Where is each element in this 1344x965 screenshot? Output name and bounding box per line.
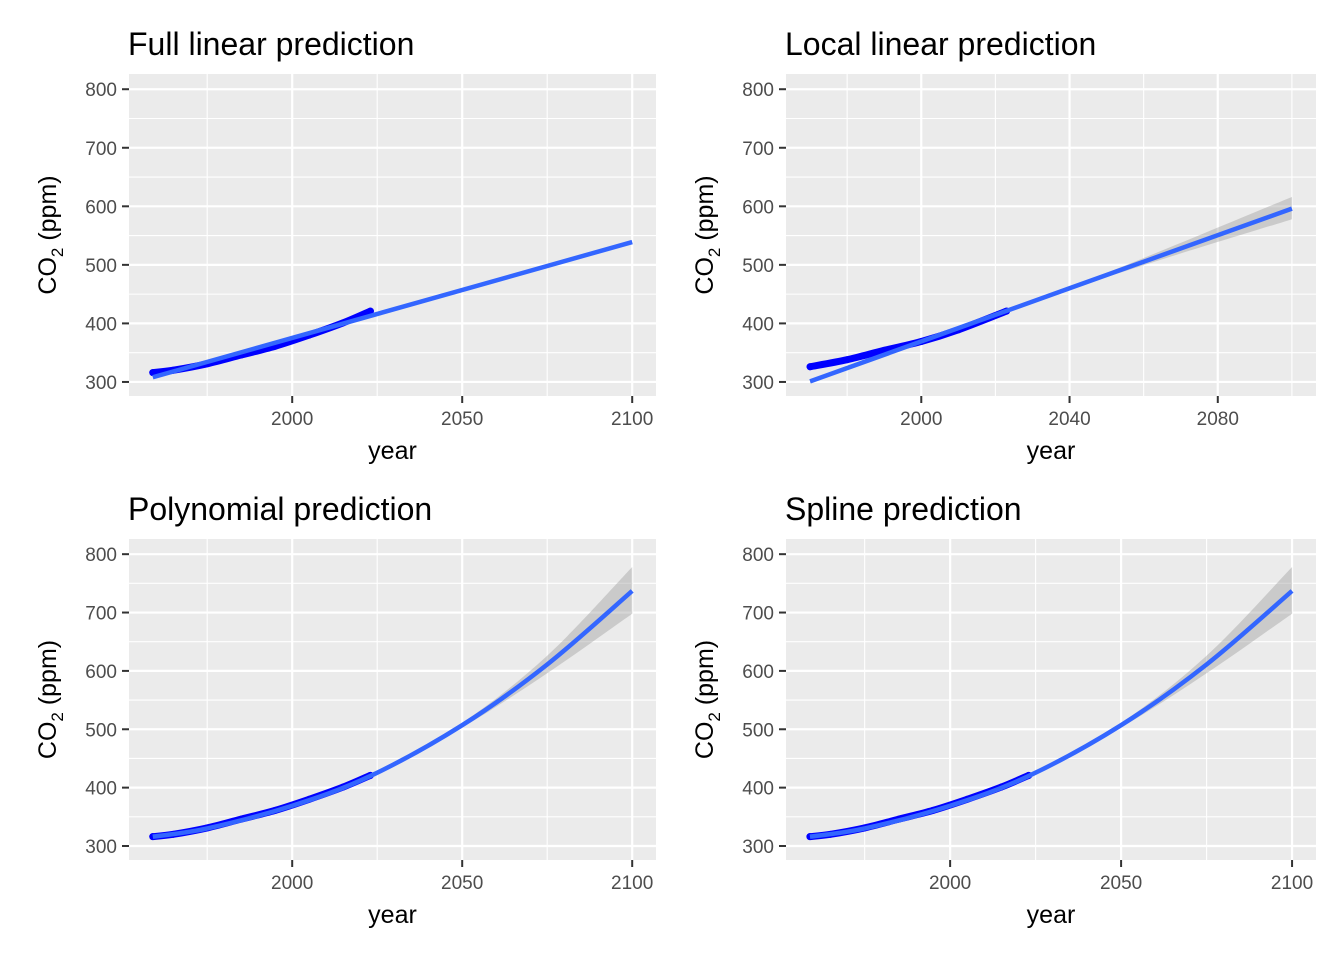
chart-panel-3: Polynomial prediction 300 400 500 600 700 800 2… <box>34 491 656 929</box>
y-axis-label-subscript: 2 <box>705 712 724 721</box>
y-axis-label-prefix: CO <box>691 257 719 295</box>
y-axis-label-suffix: (ppm) <box>34 640 62 712</box>
chart-title: Local linear prediction <box>785 26 1096 62</box>
chart-title: Spline prediction <box>785 491 1022 527</box>
prediction-line <box>809 206 1293 384</box>
x-axis-label: year <box>368 437 417 465</box>
x-axis-label: year <box>1027 901 1076 929</box>
x-tick-label: 2050 <box>1100 873 1142 894</box>
y-tick-label: 700 <box>85 604 117 625</box>
x-tick-label: 2050 <box>441 873 483 894</box>
x-tick-label: 2000 <box>900 409 942 430</box>
y-axis-label-suffix: (ppm) <box>691 175 719 247</box>
prediction-line <box>152 239 633 380</box>
y-tick-label: 800 <box>742 80 774 101</box>
y-tick-label: 300 <box>85 373 117 394</box>
plot-panel <box>129 74 656 396</box>
x-tick-label: 2100 <box>1271 873 1313 894</box>
y-tick-label: 500 <box>742 256 774 277</box>
prediction-line <box>152 589 634 839</box>
y-tick-label: 800 <box>742 545 774 566</box>
prediction-line <box>809 589 1294 839</box>
plot-panel <box>786 539 1316 860</box>
chart-title: Polynomial prediction <box>128 491 432 527</box>
x-tick-label: 2000 <box>271 873 313 894</box>
x-tick-label: 2040 <box>1048 409 1090 430</box>
y-tick-label: 700 <box>742 139 774 160</box>
x-tick-label: 2080 <box>1197 409 1239 430</box>
y-tick-label: 400 <box>742 779 774 800</box>
x-tick-label: 2050 <box>441 409 483 430</box>
observed-point <box>366 307 374 315</box>
chart-panel-4: Spline prediction 300 400 500 600 700 800 2000 2… <box>691 491 1316 929</box>
x-axis-label: year <box>1027 437 1076 465</box>
chart-title: Full linear prediction <box>128 26 414 62</box>
y-tick-label: 600 <box>742 662 774 683</box>
y-tick-label: 700 <box>85 139 117 160</box>
y-tick-label: 500 <box>742 720 774 741</box>
x-tick-label: 2000 <box>929 873 971 894</box>
y-tick-label: 500 <box>85 720 117 741</box>
plot-panel <box>786 74 1316 396</box>
y-tick-label: 700 <box>742 604 774 625</box>
y-tick-label: 300 <box>742 373 774 394</box>
chart-panel-2: Local linear prediction 300 400 500 600 700 80… <box>691 26 1316 465</box>
x-tick-label: 2000 <box>271 409 313 430</box>
x-axis-label: year <box>368 901 417 929</box>
y-axis-label-prefix: CO <box>691 722 719 760</box>
y-tick-label: 400 <box>742 314 774 335</box>
y-axis-label-suffix: (ppm) <box>691 640 719 712</box>
y-tick-label: 400 <box>85 779 117 800</box>
observed-point <box>149 369 157 377</box>
y-axis-label: CO2 (ppm) <box>691 175 724 294</box>
y-tick-label: 400 <box>85 314 117 335</box>
observed-point <box>806 363 814 371</box>
y-axis-label: CO2 (ppm) <box>691 640 724 759</box>
x-tick-label: 2100 <box>611 409 653 430</box>
y-tick-label: 300 <box>742 837 774 858</box>
y-tick-label: 800 <box>85 80 117 101</box>
y-axis-label-subscript: 2 <box>48 248 67 257</box>
y-tick-label: 600 <box>85 197 117 218</box>
y-axis-label-suffix: (ppm) <box>34 175 62 247</box>
y-tick-label: 300 <box>85 837 117 858</box>
observed-point <box>843 356 851 364</box>
y-tick-label: 600 <box>85 662 117 683</box>
y-tick-label: 500 <box>85 256 117 277</box>
y-axis-label-subscript: 2 <box>48 712 67 721</box>
y-axis-label-subscript: 2 <box>705 248 724 257</box>
y-tick-label: 800 <box>85 545 117 566</box>
y-axis-label: CO2 (ppm) <box>34 640 67 759</box>
y-axis-label-prefix: CO <box>34 257 62 295</box>
y-tick-label: 600 <box>742 197 774 218</box>
chart-panel-1: Full linear prediction 300 400 500 600 700 800… <box>34 26 656 465</box>
x-tick-label: 2100 <box>611 873 653 894</box>
y-axis-label-prefix: CO <box>34 722 62 760</box>
y-axis-label: CO2 (ppm) <box>34 175 67 294</box>
plot-panel <box>129 539 656 860</box>
